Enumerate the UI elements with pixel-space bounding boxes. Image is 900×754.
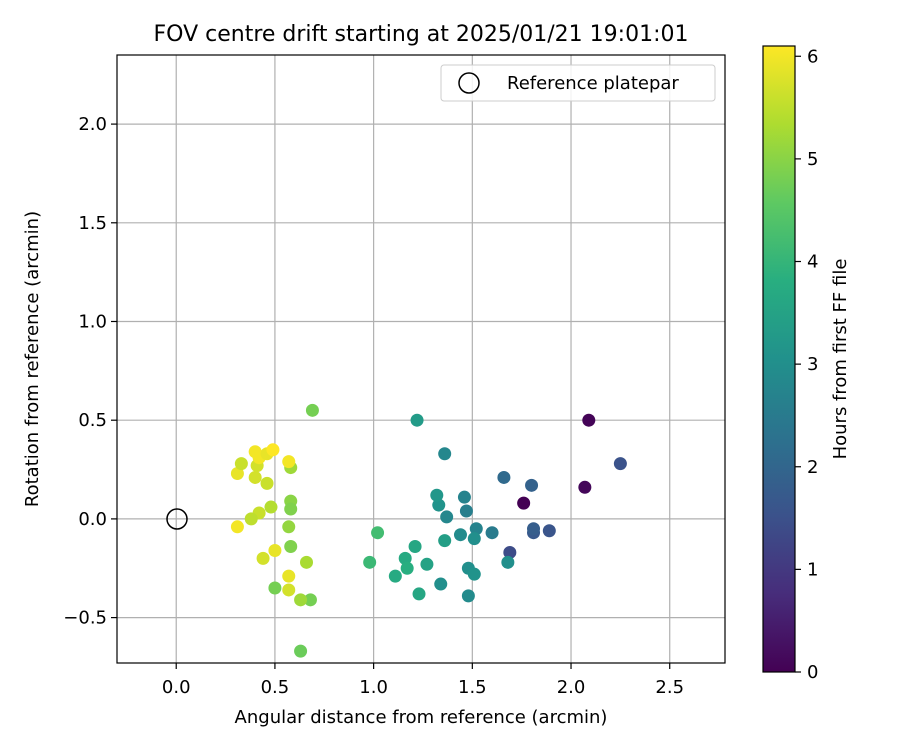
x-axis-label: Angular distance from reference (arcmin) — [235, 707, 608, 728]
data-point — [282, 583, 296, 597]
data-point — [453, 528, 467, 542]
data-point — [501, 555, 515, 569]
reference-platepar-marker — [166, 508, 188, 530]
data-point — [461, 589, 475, 603]
data-point — [527, 522, 541, 536]
x-axis-ticks: 0.0 0.5 1.0 1.5 2.0 2.5 — [162, 663, 684, 698]
data-point — [412, 587, 426, 601]
data-point — [438, 447, 452, 461]
data-point — [230, 520, 244, 534]
data-points — [230, 403, 627, 658]
data-point — [420, 557, 434, 571]
data-point — [260, 476, 274, 490]
data-point — [305, 403, 319, 417]
colorbar-label: Hours from first FF file — [830, 259, 851, 460]
data-point — [542, 524, 556, 538]
y-tick-label: 0.0 — [78, 509, 107, 530]
y-tick-label: 1.5 — [78, 213, 107, 234]
data-point — [459, 504, 473, 518]
data-point — [230, 466, 244, 480]
data-point — [268, 581, 282, 595]
y-tick-label: −0.5 — [63, 608, 107, 629]
y-tick-label: 1.0 — [78, 311, 107, 332]
data-point — [244, 512, 258, 526]
data-point — [371, 526, 385, 540]
data-point — [388, 569, 402, 583]
legend-marker-icon — [458, 72, 480, 94]
x-tick-label: 2.5 — [655, 677, 684, 698]
data-point — [440, 510, 454, 524]
colorbar-tick-label: 4 — [807, 252, 818, 273]
data-point — [485, 526, 499, 540]
data-point — [266, 443, 280, 457]
x-tick-label: 1.5 — [458, 677, 487, 698]
chart-title: FOV centre drift starting at 2025/01/21 … — [154, 22, 689, 47]
colorbar-tick-label: 5 — [807, 149, 818, 170]
data-point — [497, 470, 511, 484]
data-point — [525, 478, 539, 492]
data-point — [363, 555, 377, 569]
data-point — [264, 500, 278, 514]
data-point — [578, 480, 592, 494]
legend: Reference platepar — [440, 64, 716, 102]
plot-frame — [116, 54, 726, 664]
legend-box — [440, 64, 716, 102]
data-point — [398, 551, 412, 565]
data-point — [430, 488, 444, 502]
data-point — [467, 532, 481, 546]
data-point — [284, 540, 298, 554]
y-tick-label: 0.5 — [78, 410, 107, 431]
y-tick-label: 2.0 — [78, 114, 107, 135]
x-tick-label: 2.0 — [557, 677, 586, 698]
data-point — [503, 545, 517, 559]
data-point — [432, 498, 446, 512]
data-point — [410, 413, 424, 427]
colorbar-tick-label: 1 — [807, 559, 818, 580]
colorbar-tick-label: 3 — [807, 354, 818, 375]
data-point — [294, 644, 308, 658]
data-point — [613, 457, 627, 471]
legend-entry-reference-platepar: Reference platepar — [507, 73, 679, 94]
colorbar-tick-label: 0 — [807, 662, 818, 683]
y-axis-label: Rotation from reference (arcmin) — [22, 211, 43, 507]
data-point — [400, 561, 414, 575]
data-point — [303, 593, 317, 607]
data-point — [294, 593, 308, 607]
colorbar-gradient — [762, 45, 796, 673]
data-point — [282, 455, 296, 469]
data-point — [282, 569, 296, 583]
data-point — [248, 470, 262, 484]
x-tick-label: 1.0 — [359, 677, 388, 698]
data-point — [282, 520, 296, 534]
colorbar-ticks: 0 1 2 3 4 5 6 — [795, 46, 818, 683]
colorbar: 0 1 2 3 4 5 6 Hours from first FF file — [762, 45, 851, 683]
x-tick-label: 0.5 — [261, 677, 290, 698]
data-point — [469, 522, 483, 536]
data-point — [256, 551, 270, 565]
colorbar-tick-label: 6 — [807, 46, 818, 67]
data-point — [582, 413, 596, 427]
data-point — [300, 555, 314, 569]
data-point — [434, 577, 448, 591]
y-axis-ticks: −0.5 0.0 0.5 1.0 1.5 2.0 — [63, 114, 117, 629]
data-point — [284, 502, 298, 516]
data-point — [248, 445, 262, 459]
data-point — [234, 457, 248, 471]
x-tick-label: 0.0 — [162, 677, 191, 698]
data-point — [457, 490, 471, 504]
grid — [117, 55, 725, 663]
colorbar-tick-label: 2 — [807, 457, 818, 478]
data-point — [268, 543, 282, 557]
data-point — [408, 540, 422, 554]
data-point — [467, 567, 481, 581]
data-point — [517, 496, 531, 510]
data-point — [438, 534, 452, 548]
